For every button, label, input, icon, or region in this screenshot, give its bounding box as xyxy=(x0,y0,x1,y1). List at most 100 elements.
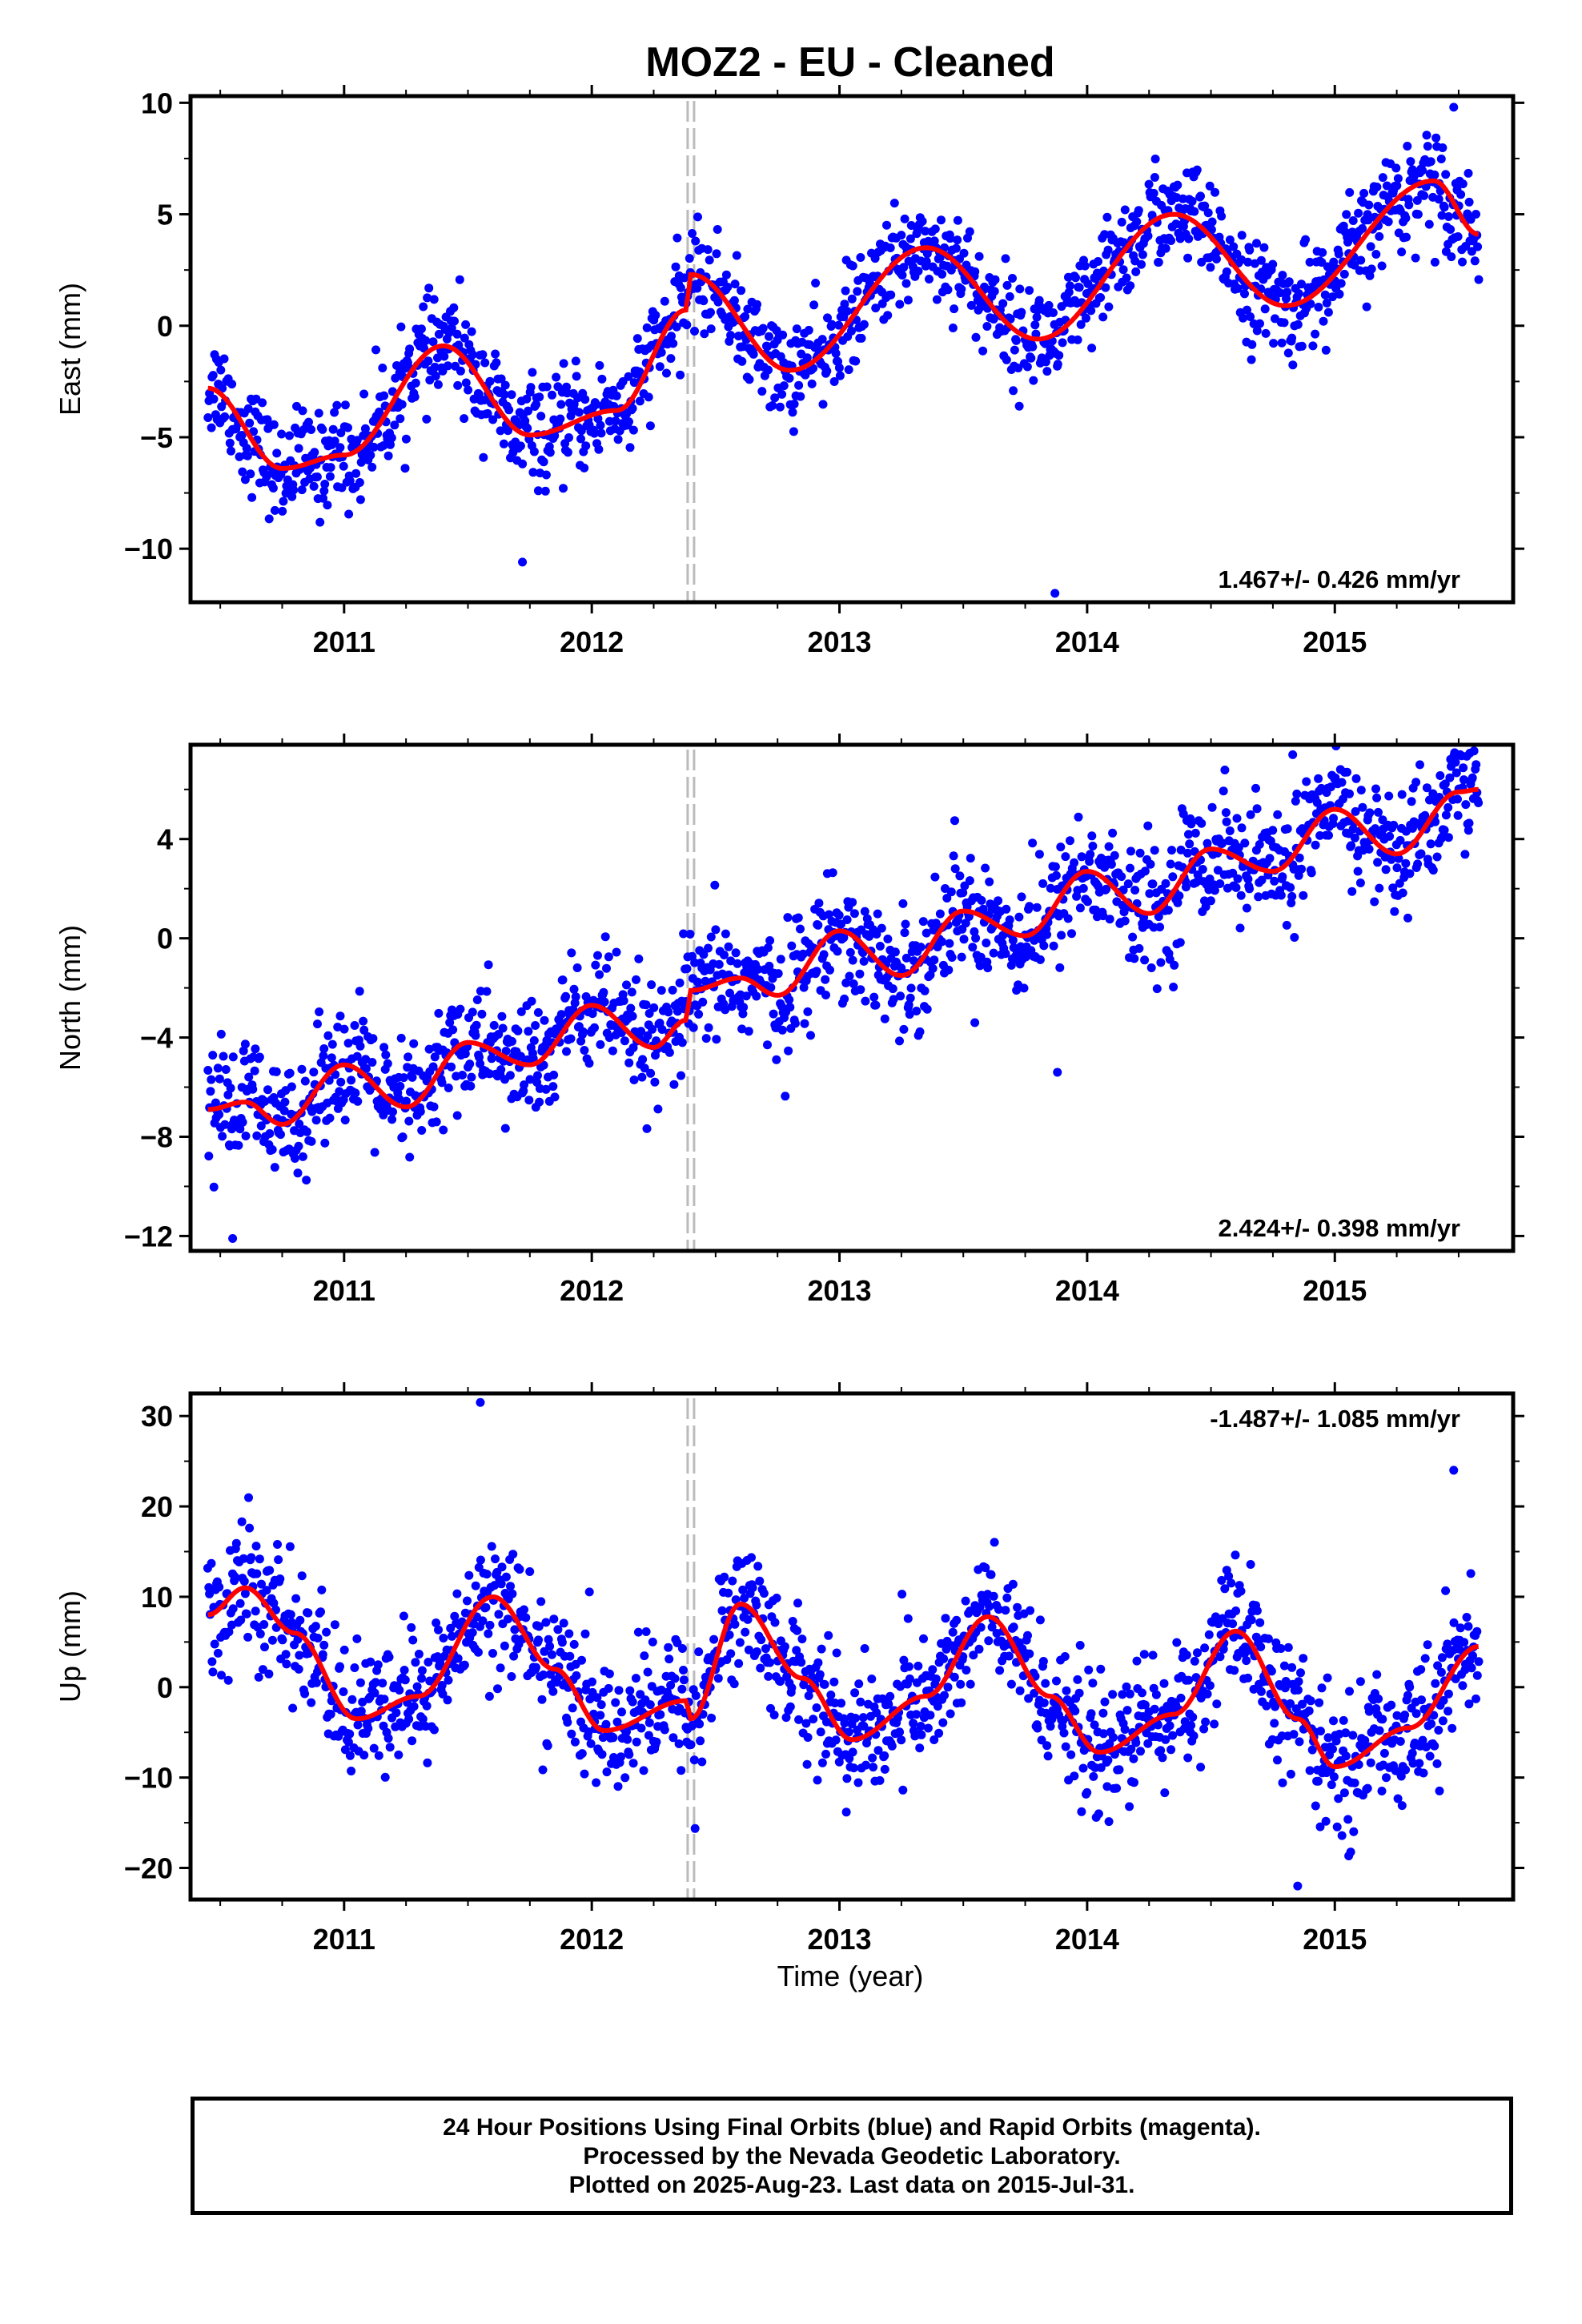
data-point xyxy=(693,283,702,293)
data-point xyxy=(1257,875,1267,885)
data-point xyxy=(414,1650,424,1659)
data-point xyxy=(314,408,323,418)
data-point xyxy=(1439,1695,1448,1705)
data-point xyxy=(1094,1809,1103,1819)
data-point xyxy=(1050,862,1060,871)
data-point xyxy=(1452,768,1461,778)
data-point xyxy=(842,1774,852,1783)
data-point xyxy=(665,1655,674,1664)
data-point xyxy=(595,360,604,370)
data-point xyxy=(322,1627,331,1637)
data-point xyxy=(682,964,692,974)
data-point xyxy=(625,1686,635,1695)
data-point xyxy=(588,1009,597,1019)
data-point xyxy=(568,1703,577,1713)
data-point xyxy=(1398,888,1407,898)
data-point xyxy=(614,1686,624,1695)
data-point xyxy=(1321,1816,1331,1826)
data-point xyxy=(463,1596,472,1606)
data-point xyxy=(599,987,608,997)
data-point xyxy=(1166,1745,1176,1755)
data-point xyxy=(1294,1677,1303,1687)
data-point xyxy=(721,270,731,279)
data-point xyxy=(1120,205,1130,215)
data-point xyxy=(749,349,758,359)
data-point xyxy=(978,904,988,914)
data-point xyxy=(1403,142,1412,151)
data-point xyxy=(379,1695,389,1704)
data-point xyxy=(228,1604,238,1614)
data-point xyxy=(588,1677,596,1687)
data-point xyxy=(447,1062,456,1072)
data-point xyxy=(218,1132,227,1141)
data-point xyxy=(207,1657,217,1667)
data-point xyxy=(861,1760,870,1770)
data-point xyxy=(898,899,908,908)
y-tick-label: 10 xyxy=(141,1581,173,1614)
data-point xyxy=(359,389,369,399)
data-point xyxy=(484,960,493,970)
data-point xyxy=(559,359,568,368)
data-point xyxy=(353,1096,363,1106)
data-point xyxy=(384,1652,394,1662)
data-point xyxy=(1041,1679,1050,1688)
data-point xyxy=(643,1667,652,1677)
data-point xyxy=(1327,1780,1336,1790)
data-point xyxy=(1283,824,1292,834)
data-point xyxy=(491,1554,500,1564)
data-point xyxy=(323,501,332,510)
data-point xyxy=(404,1715,414,1724)
data-point xyxy=(597,1750,607,1759)
data-point xyxy=(1130,954,1139,963)
data-point xyxy=(580,395,590,404)
data-point xyxy=(1002,280,1012,290)
data-point xyxy=(309,481,319,491)
data-point xyxy=(294,444,303,453)
data-point xyxy=(714,959,724,969)
data-point xyxy=(479,452,488,462)
data-point xyxy=(842,307,852,316)
data-point xyxy=(1390,907,1399,916)
data-point xyxy=(1419,1768,1428,1778)
data-point xyxy=(1138,250,1147,259)
data-point xyxy=(537,1695,547,1704)
data-point xyxy=(871,1000,881,1010)
data-point xyxy=(728,1576,737,1586)
data-point xyxy=(1283,1642,1293,1652)
data-point xyxy=(961,919,970,928)
data-point xyxy=(873,909,882,919)
data-point xyxy=(213,1063,223,1073)
data-point xyxy=(475,1052,484,1062)
data-point xyxy=(351,468,361,478)
data-point xyxy=(1100,1697,1110,1707)
data-point xyxy=(1339,1715,1348,1725)
data-point xyxy=(713,297,723,307)
data-point xyxy=(506,1582,515,1591)
data-point xyxy=(940,1691,949,1700)
data-point xyxy=(484,1691,494,1701)
data-point xyxy=(693,212,702,222)
data-point xyxy=(350,1663,359,1672)
data-point xyxy=(859,956,869,966)
data-point xyxy=(223,1090,233,1100)
data-point xyxy=(596,420,605,430)
data-point xyxy=(355,1678,365,1687)
data-point xyxy=(734,1659,744,1668)
data-point xyxy=(965,876,974,886)
data-point xyxy=(1373,858,1383,867)
data-point xyxy=(1430,257,1439,267)
data-point xyxy=(880,1764,889,1774)
data-point xyxy=(536,1597,546,1606)
data-point xyxy=(323,1031,333,1040)
data-point xyxy=(241,1132,251,1140)
data-point xyxy=(1329,1772,1339,1782)
data-point xyxy=(602,1767,612,1777)
data-point xyxy=(1440,779,1450,789)
data-point xyxy=(431,372,440,381)
plot-frame xyxy=(188,94,1516,605)
data-point xyxy=(900,928,909,938)
data-point xyxy=(1051,870,1061,880)
data-point xyxy=(1220,1584,1230,1594)
data-point xyxy=(265,1566,275,1575)
data-point xyxy=(1443,1689,1453,1699)
